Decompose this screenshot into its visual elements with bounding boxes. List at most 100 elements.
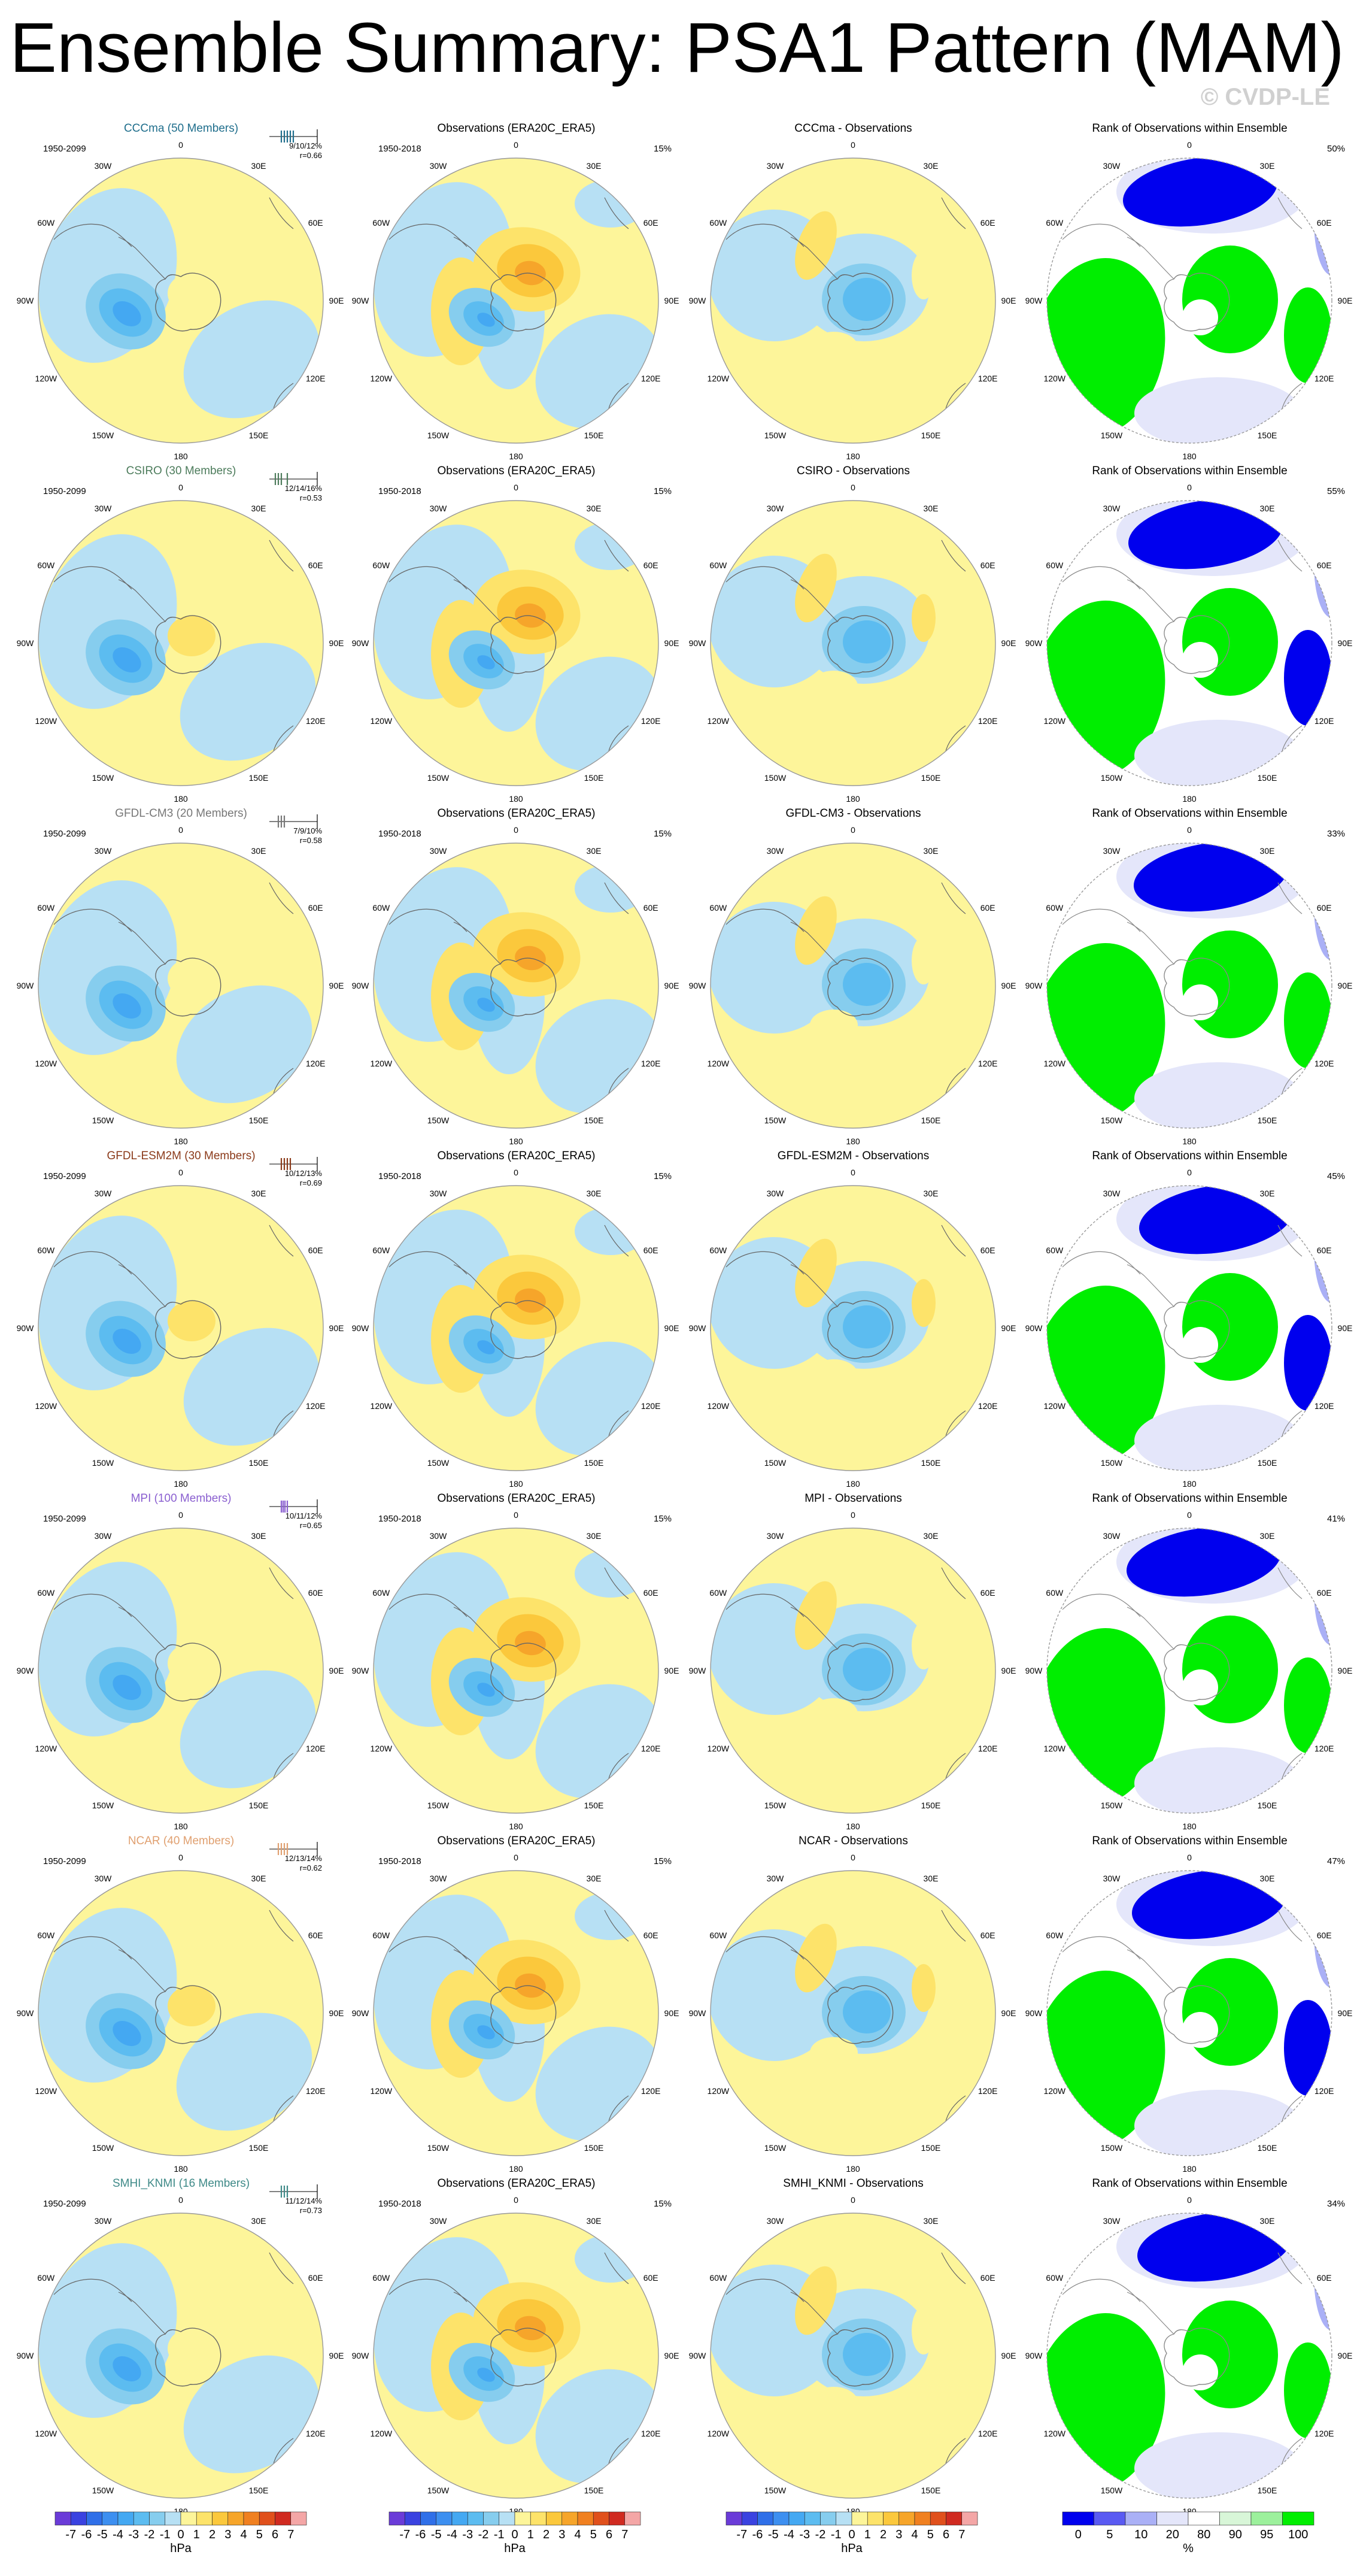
- lon-label: 150E: [584, 2143, 604, 2153]
- lon-label: 180: [1182, 451, 1197, 461]
- colorbar-swatch: [820, 2511, 837, 2526]
- lon-label: 120W: [35, 2429, 57, 2438]
- colorbar-swatch: [180, 2511, 197, 2526]
- lon-label: 30W: [1103, 846, 1121, 856]
- colorbar-label: 1: [527, 2528, 534, 2541]
- lon-label: 120E: [978, 1744, 998, 1753]
- model-panel-title: GFDL-CM3 (20 Members): [115, 807, 247, 820]
- lon-label: 60W: [37, 1588, 55, 1598]
- lon-label: 180: [1182, 1479, 1197, 1489]
- diff-panel-title: GFDL-CM3 - Observations: [785, 807, 921, 820]
- lon-label: 90W: [1025, 1323, 1043, 1333]
- colorbar-label: 4: [574, 2528, 581, 2541]
- pattern-correlation: r=0.66: [299, 151, 322, 160]
- colorbar-swatch: [70, 2511, 87, 2526]
- lon-label: 60W: [709, 903, 727, 913]
- lon-label: 90W: [689, 296, 707, 305]
- lon-label: 150W: [427, 2486, 450, 2495]
- period-label: 1950-2018: [378, 829, 421, 839]
- pattern-correlation: r=0.69: [299, 1178, 322, 1187]
- pattern-correlation: r=0.65: [299, 1521, 322, 1530]
- lon-label: 30W: [430, 2216, 448, 2226]
- lon-label: 120E: [1314, 2429, 1334, 2438]
- obs-panel-title: Observations (ERA20C_ERA5): [437, 465, 596, 477]
- lon-label: 180: [846, 451, 860, 461]
- rank-map: 0 30E 60E 90E 120E 150E 180 150W 120W 90W 60W 30W: [1025, 483, 1353, 804]
- obs-map: 0 30E 60E 90E 120E 150E 180 150W 120W 90W 60W 30W: [352, 483, 679, 804]
- model-map: 0 30E 60E 90E 120E 150E 180 150W 120W 90W 60W 30W: [17, 483, 344, 804]
- colorbar-swatch: [404, 2511, 421, 2526]
- colorbar-swatch: [451, 2511, 468, 2526]
- lon-label: 90E: [1338, 1323, 1353, 1333]
- colorbar-swatch: [243, 2511, 260, 2526]
- lon-label: 120E: [978, 716, 998, 726]
- lon-label: 90E: [1001, 1666, 1016, 1675]
- lon-label: 180: [174, 1479, 188, 1489]
- rank-map: 0 30E 60E 90E 120E 150E 180 150W 120W 90W 60W 30W: [1025, 140, 1353, 461]
- rank-map: 0 30E 60E 90E 120E 150E 180 150W 120W 90W 60W 30W: [1025, 1510, 1353, 1831]
- rank-panel-title: Rank of Observations within Ensemble: [1092, 2177, 1288, 2190]
- rank-map: 0 30E 60E 90E 120E 150E 180 150W 120W 90W 60W 30W: [1025, 1168, 1353, 1489]
- colorbar-label: 80: [1197, 2528, 1210, 2541]
- lon-label: 150W: [764, 2143, 787, 2153]
- colorbar-label: -3: [462, 2528, 473, 2541]
- lon-label: 60E: [980, 1931, 995, 1940]
- lon-label: 30E: [1260, 504, 1275, 513]
- lon-label: 180: [509, 1137, 523, 1146]
- rank-panel: 0 30E 60E 90E 120E 150E 180 150W 120W 90W 60W 30W Ra…: [1021, 462, 1354, 807]
- percent-label: 47%: [1327, 1856, 1346, 1866]
- model-panel-title: NCAR (40 Members): [127, 1835, 235, 1847]
- lon-label: 30W: [95, 504, 113, 513]
- model-panel-title: SMHI_KNMI (16 Members): [112, 2177, 250, 2190]
- lon-label: 0: [1187, 483, 1192, 492]
- lon-label: 30E: [587, 1874, 602, 1883]
- lon-label: 180: [846, 794, 860, 804]
- lon-label: 30W: [95, 1531, 113, 1541]
- colorbar-label: 20: [1166, 2528, 1179, 2541]
- percent-label: 15%: [654, 1171, 672, 1181]
- colorbar-label: 3: [895, 2528, 902, 2541]
- obs-panel-title: Observations (ERA20C_ERA5): [437, 807, 596, 820]
- rank-panel: 0 30E 60E 90E 120E 150E 180 150W 120W 90W 60W 30W Ra…: [1021, 120, 1354, 464]
- lon-label: 180: [1182, 1822, 1197, 1831]
- lon-label: 120W: [35, 2086, 57, 2096]
- lon-label: 90W: [352, 2008, 370, 2018]
- lon-label: 90W: [689, 1323, 707, 1333]
- lon-label: 90W: [352, 296, 370, 305]
- model-panel-title: GFDL-ESM2M (30 Members): [107, 1150, 256, 1162]
- obs-panel-title: Observations (ERA20C_ERA5): [437, 1492, 596, 1505]
- colorbar: -7 -6 -5 -4 -3 -2 -1 0 1 2 3 4 5 6 7 hPa: [720, 2511, 983, 2560]
- colorbar-swatch: [725, 2511, 742, 2526]
- lon-label: 180: [846, 1479, 860, 1489]
- lon-label: 0: [851, 140, 855, 150]
- lon-label: 120E: [978, 1401, 998, 1411]
- lon-label: 60E: [1317, 1931, 1332, 1940]
- lon-label: 150E: [249, 2143, 269, 2153]
- colorbar-label: 3: [558, 2528, 565, 2541]
- colorbar-swatch: [102, 2511, 119, 2526]
- lon-label: 120E: [1314, 374, 1334, 383]
- rank-panel-title: Rank of Observations within Ensemble: [1092, 465, 1288, 477]
- lon-label: 60E: [308, 1588, 323, 1598]
- lon-label: 30W: [430, 1874, 448, 1883]
- lon-label: 120E: [641, 1401, 661, 1411]
- obs-map: 0 30E 60E 90E 120E 150E 180 150W 120W 90W 60W 30W: [352, 1510, 679, 1831]
- colorbar-label: -1: [494, 2528, 505, 2541]
- colorbar-label: 5: [927, 2528, 934, 2541]
- lon-label: 150E: [584, 1801, 604, 1810]
- lon-label: 90W: [17, 638, 35, 648]
- lon-label: 0: [178, 483, 183, 492]
- lon-label: 150W: [427, 773, 450, 783]
- lon-label: 150W: [1101, 2486, 1123, 2495]
- lon-label: 90E: [329, 981, 344, 990]
- lon-label: 120W: [1044, 1059, 1066, 1068]
- lon-label: 120E: [978, 2429, 998, 2438]
- lon-label: 60E: [1317, 903, 1332, 913]
- colorbar-label: 7: [287, 2528, 294, 2541]
- lon-label: 90E: [664, 1666, 679, 1675]
- lon-label: 150E: [584, 2486, 604, 2495]
- lon-label: 180: [174, 2164, 188, 2174]
- colorbar-swatch: [212, 2511, 229, 2526]
- pattern-correlation: r=0.58: [299, 836, 322, 845]
- correlation-strip: [269, 1499, 318, 1514]
